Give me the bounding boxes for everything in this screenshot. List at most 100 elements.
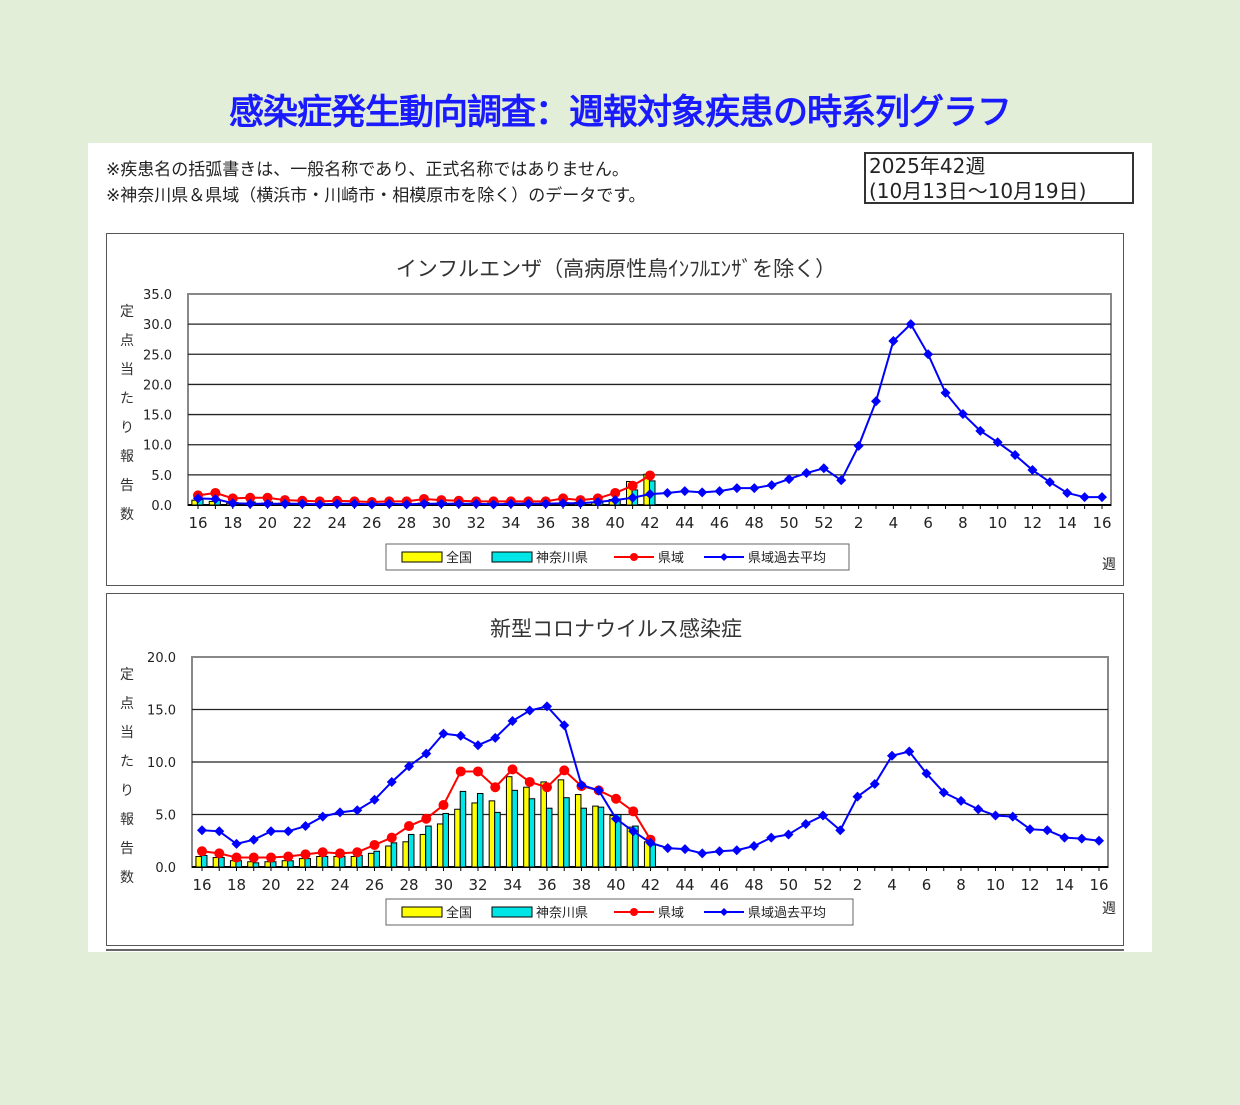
note-line-1: ※疾患名の括弧書きは、一般名称であり、正式名称ではありません。 bbox=[106, 160, 629, 180]
point-past-average bbox=[558, 498, 569, 509]
point-past-average bbox=[279, 498, 290, 509]
point-past-average bbox=[488, 499, 499, 510]
x-tick-label: 30 bbox=[432, 514, 451, 532]
y-axis-label-char: 点 bbox=[120, 696, 134, 712]
point-past-average bbox=[923, 349, 934, 360]
x-tick-label: 22 bbox=[296, 876, 315, 894]
bar-national bbox=[212, 857, 220, 868]
y-axis-label-char: 告 bbox=[120, 478, 134, 494]
point-region bbox=[559, 765, 570, 776]
point-past-average bbox=[888, 336, 899, 347]
bar-kanagawa bbox=[511, 789, 518, 868]
x-tick-label: 2 bbox=[853, 876, 863, 894]
point-past-average bbox=[455, 730, 466, 741]
plot-area bbox=[187, 293, 1112, 506]
y-axis-label-char: 数 bbox=[120, 870, 134, 886]
point-past-average bbox=[714, 846, 725, 857]
legend-label: 神奈川県 bbox=[536, 906, 588, 921]
chart-title: インフルエンザ（高病原性鳥ｲﾝﾌﾙｴﾝｻﾞを除く） bbox=[396, 257, 836, 281]
point-past-average bbox=[818, 810, 828, 821]
bar-kanagawa bbox=[528, 798, 536, 868]
x-tick-label: 36 bbox=[536, 514, 555, 532]
bar-kanagawa bbox=[304, 858, 311, 868]
point-past-average bbox=[904, 746, 915, 757]
point-past-average bbox=[471, 498, 482, 509]
bar-kanagawa bbox=[649, 844, 656, 868]
x-tick-label: 16 bbox=[1092, 514, 1111, 532]
point-past-average bbox=[421, 748, 432, 759]
point-past-average bbox=[1076, 833, 1087, 844]
point-region bbox=[335, 848, 345, 859]
bar-national bbox=[195, 856, 202, 868]
point-region bbox=[245, 492, 256, 503]
point-past-average bbox=[384, 498, 395, 509]
y-tick-label: 30.0 bbox=[143, 318, 172, 333]
point-past-average bbox=[401, 499, 412, 510]
x-tick-label: 12 bbox=[1023, 514, 1042, 532]
bar-kanagawa bbox=[459, 790, 467, 868]
bar-kanagawa bbox=[321, 856, 329, 868]
point-past-average bbox=[505, 498, 516, 509]
x-tick-label: 42 bbox=[640, 514, 659, 532]
next-chart-edge bbox=[106, 949, 1124, 951]
point-past-average bbox=[197, 825, 207, 836]
legend-label: 全国 bbox=[446, 550, 472, 566]
y-tick-label: 5.0 bbox=[151, 469, 172, 484]
point-past-average bbox=[1079, 492, 1090, 503]
point-past-average bbox=[227, 498, 238, 509]
y-axis-label-char: 定 bbox=[120, 667, 134, 683]
y-axis-label-char: 数 bbox=[120, 507, 134, 523]
point-region bbox=[317, 847, 328, 858]
x-tick-label: 30 bbox=[434, 876, 453, 894]
point-region bbox=[300, 849, 311, 860]
x-tick-label: 38 bbox=[572, 876, 591, 894]
point-past-average bbox=[1059, 832, 1070, 843]
legend-marker bbox=[720, 908, 728, 916]
point-region bbox=[438, 800, 449, 811]
point-past-average bbox=[283, 826, 294, 837]
point-past-average bbox=[627, 492, 638, 503]
legend-label: 県域過去平均 bbox=[748, 551, 826, 566]
x-tick-label: 40 bbox=[606, 514, 625, 532]
x-tick-label: 8 bbox=[958, 514, 968, 532]
point-past-average bbox=[231, 838, 242, 849]
x-tick-label: 34 bbox=[503, 876, 522, 894]
x-tick-label: 16 bbox=[1089, 876, 1108, 894]
bar-kanagawa bbox=[597, 806, 605, 868]
y-tick-label: 20.0 bbox=[143, 378, 172, 393]
y-axis-label-char: 定 bbox=[120, 304, 134, 320]
point-past-average bbox=[592, 496, 603, 507]
y-axis-label-char: 当 bbox=[120, 725, 134, 741]
x-tick-label: 44 bbox=[675, 876, 694, 894]
x-tick-label: 6 bbox=[922, 876, 932, 894]
note-line-2: ※神奈川県＆県域（横浜市・川崎市・相模原市を除く）のデータです。 bbox=[106, 186, 646, 206]
x-tick-label: 28 bbox=[399, 876, 418, 894]
x-tick-label: 52 bbox=[814, 514, 833, 532]
y-axis-label-char: 点 bbox=[120, 333, 134, 349]
point-past-average bbox=[784, 474, 795, 485]
point-past-average bbox=[419, 498, 429, 509]
point-past-average bbox=[332, 498, 343, 509]
x-tick-label: 22 bbox=[293, 514, 312, 532]
point-region bbox=[404, 821, 414, 832]
x-axis-unit: 週 bbox=[1102, 901, 1116, 917]
point-past-average bbox=[766, 832, 777, 843]
period-range: (10月13日～10月19日) bbox=[869, 179, 1087, 203]
bar-national bbox=[488, 800, 496, 868]
point-past-average bbox=[245, 498, 256, 509]
y-axis-label-char: 報 bbox=[120, 812, 134, 828]
influenza-chart: インフルエンザ（高病原性鳥ｲﾝﾌﾙｴﾝｻﾞを除く） 定点当たり報告数 35.0 30.… bbox=[106, 233, 1124, 586]
point-past-average bbox=[680, 844, 690, 855]
x-tick-label: 8 bbox=[956, 876, 966, 894]
point-past-average bbox=[576, 780, 587, 791]
x-tick-label: 4 bbox=[889, 514, 899, 532]
page-title: 感染症発生動向調査：週報対象疾患の時系列グラフ bbox=[228, 93, 1012, 133]
bar-kanagawa bbox=[563, 797, 570, 868]
point-region bbox=[352, 847, 363, 858]
x-tick-label: 26 bbox=[365, 876, 384, 894]
point-past-average bbox=[317, 811, 328, 822]
point-region bbox=[507, 764, 518, 775]
bar-national bbox=[609, 815, 616, 868]
point-past-average bbox=[436, 498, 447, 509]
x-tick-label: 28 bbox=[397, 514, 416, 532]
